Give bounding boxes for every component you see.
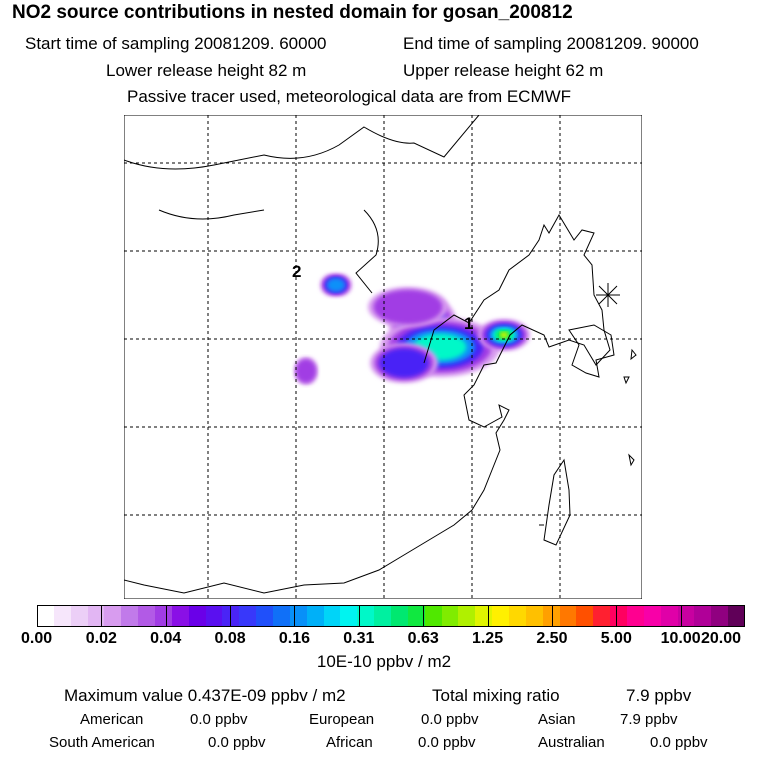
american-label: American <box>80 711 144 728</box>
colorbar-swatch <box>424 605 443 627</box>
colorbar-tick-label: 0.02 <box>85 630 117 647</box>
total-mixing-value: 7.9 ppbv <box>626 686 692 705</box>
colorbar-swatch <box>509 605 527 627</box>
colorbar-swatch <box>441 605 459 627</box>
start-time: Start time of sampling 20081209. 60000 <box>25 34 327 53</box>
colorbar-swatch <box>694 605 712 627</box>
colorbar-swatch <box>627 605 645 627</box>
colorbar-unit: 10E-10 ppbv / m2 <box>316 652 452 671</box>
colorbar-swatch <box>239 605 257 627</box>
plume-contour <box>499 332 509 338</box>
colorbar-tick-label: 0.63 <box>407 630 439 647</box>
colorbar-divider <box>165 605 167 627</box>
colorbar-divider <box>101 605 103 627</box>
chart-title: NO2 source contributions in nested domai… <box>12 2 573 23</box>
colorbar-swatch <box>121 605 139 627</box>
colorbar-swatch <box>37 605 55 627</box>
source-marker-1: 1 <box>464 314 473 333</box>
colorbar-swatch <box>155 605 173 627</box>
lower-release-height: Lower release height 82 m <box>106 61 307 80</box>
colorbar-divider <box>551 605 553 627</box>
grid-lines <box>124 115 642 599</box>
plume-contour <box>326 278 346 292</box>
source-marker-2: 2 <box>292 262 301 281</box>
colorbar-swatch <box>525 605 544 627</box>
colorbar-swatch <box>458 605 476 627</box>
colorbar-swatch <box>559 605 577 627</box>
colorbar-tick-label: 0.16 <box>278 630 311 647</box>
colorbar-swatch <box>711 605 729 627</box>
colorbar-swatch <box>593 605 611 627</box>
colorbar-tick-label: 1.25 <box>471 630 504 647</box>
colorbar-tick-label: 0.00 <box>21 630 53 647</box>
colorbar-swatch <box>407 605 426 627</box>
upper-release-height: Upper release height 62 m <box>403 61 604 80</box>
colorbar-swatch <box>391 605 409 627</box>
south-american-value: 0.0 ppbv <box>208 734 266 751</box>
plume-contour <box>295 358 317 384</box>
african-label: African <box>326 734 373 751</box>
colorbar-tick-label: 0.04 <box>150 630 182 647</box>
colorbar-divider <box>358 605 360 627</box>
colorbar-frame <box>37 605 745 627</box>
receptor-star-icon <box>596 283 620 307</box>
colorbar-tick-label: 5.00 <box>600 630 632 647</box>
colorbar-swatch <box>660 605 679 627</box>
colorbar-divider <box>487 605 489 627</box>
colorbar-swatch <box>289 605 308 627</box>
asian-label: Asian <box>538 711 576 728</box>
concentration-field <box>294 273 530 385</box>
south-american-label: South American <box>49 734 155 751</box>
colorbar-swatch <box>542 605 561 627</box>
colorbar-divider <box>230 605 232 627</box>
african-value: 0.0 ppbv <box>418 734 476 751</box>
colorbar-divider <box>680 605 682 627</box>
plume-contour <box>379 348 429 378</box>
end-time: End time of sampling 20081209. 90000 <box>403 34 699 53</box>
max-value: Maximum value 0.437E-09 ppbv / m2 <box>64 686 346 705</box>
colorbar-swatch <box>104 605 122 627</box>
colorbar-swatch <box>340 605 358 627</box>
tracer-info: Passive tracer used, meteorological data… <box>127 87 572 106</box>
colorbar-swatch <box>492 605 510 627</box>
colorbar-divider <box>294 605 296 627</box>
colorbar-tick-label: 2.50 <box>536 630 568 647</box>
colorbar-swatch <box>576 605 594 627</box>
colorbar-swatch <box>610 605 628 627</box>
colorbar-swatch <box>70 605 89 627</box>
map-panel: 12 <box>124 115 642 599</box>
european-value: 0.0 ppbv <box>421 711 479 728</box>
colorbar-swatch <box>728 605 746 627</box>
colorbar-swatch <box>222 605 240 627</box>
colorbar-swatch <box>323 605 341 627</box>
colorbar-swatch <box>643 605 662 627</box>
colorbar-divider <box>423 605 425 627</box>
colorbar-swatch <box>171 605 190 627</box>
colorbar-swatch <box>87 605 105 627</box>
colorbar <box>37 605 746 627</box>
colorbar-tick-label: 0.08 <box>214 630 246 647</box>
colorbar-swatch <box>306 605 325 627</box>
total-mixing-label: Total mixing ratio <box>432 686 560 705</box>
colorbar-tick-label: 20.00 <box>701 630 742 647</box>
asian-value: 7.9 ppbv <box>620 711 678 728</box>
colorbar-swatch <box>205 605 223 627</box>
american-value: 0.0 ppbv <box>190 711 248 728</box>
colorbar-tick-label: 0.31 <box>343 630 375 647</box>
colorbar-swatch <box>677 605 695 627</box>
colorbar-swatch <box>53 605 72 627</box>
colorbar-divider <box>616 605 618 627</box>
colorbar-tick-label: 10.00 <box>660 630 701 647</box>
colorbar-swatch <box>138 605 156 627</box>
plume-contour <box>373 289 443 325</box>
colorbar-swatch <box>188 605 207 627</box>
colorbar-swatch <box>256 605 274 627</box>
colorbar-swatch <box>273 605 291 627</box>
european-label: European <box>309 711 375 728</box>
australian-label: Australian <box>538 734 605 751</box>
australian-value: 0.0 ppbv <box>650 734 708 751</box>
coastline <box>124 115 637 594</box>
colorbar-swatch <box>374 605 392 627</box>
colorbar-swatch <box>357 605 375 627</box>
